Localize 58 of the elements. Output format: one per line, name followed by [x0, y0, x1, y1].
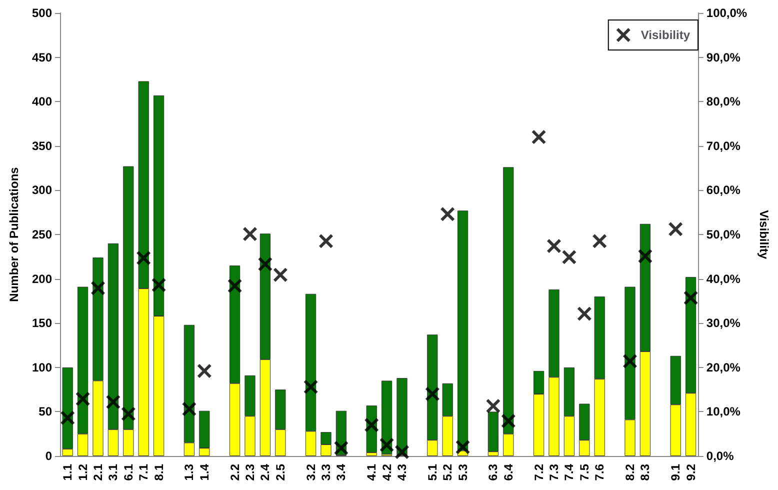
y2-tick-label: 20,0% [706, 360, 741, 374]
y-axis-title: Number of Publications [7, 166, 21, 302]
legend-label: Visibility [640, 28, 690, 42]
x-tick-label: 8.3 [638, 464, 652, 481]
x-tick-label: 5.3 [456, 464, 470, 481]
y2-tick-label: 40,0% [706, 272, 741, 286]
x-tick-label: 7.4 [562, 464, 576, 481]
y2-tick-label: 30,0% [706, 316, 741, 330]
x-tick-label: 9.2 [684, 464, 698, 481]
x-tick-label: 6.3 [486, 464, 500, 481]
x-tick-label: 2.2 [228, 464, 242, 481]
x-tick-label: 7.6 [592, 464, 607, 481]
y-tick-label: 500 [32, 6, 52, 20]
y-tick-label: 400 [32, 94, 52, 109]
x-tick-label: 3.3 [319, 464, 333, 481]
x-tick-label: 6.1 [121, 464, 136, 481]
y2-tick-label: 80,0% [706, 94, 741, 109]
x-tick-label: 9.1 [668, 464, 683, 481]
x-tick-label: 7.5 [577, 464, 592, 481]
y-tick-label: 450 [32, 50, 52, 64]
x-tick-label: 4.3 [395, 464, 409, 481]
x-tick-label: 8.2 [623, 464, 637, 481]
x-tick-label: 4.2 [380, 464, 394, 481]
x-tick-label: 5.1 [425, 464, 440, 481]
x-tick-label: 5.2 [440, 464, 455, 481]
y-tick-label: 300 [32, 183, 52, 198]
y2-tick-label: 50,0% [706, 228, 741, 242]
x-tick-label: 1.4 [197, 464, 212, 481]
x-tick-label: 3.1 [106, 464, 120, 481]
x-tick-label: 6.4 [501, 464, 516, 481]
x-tick-label: 7.2 [532, 464, 546, 481]
x-tick-label: 2.1 [91, 464, 105, 481]
x-tick-label: 8.1 [152, 464, 166, 481]
x-tick-label: 2.3 [243, 464, 257, 481]
y-tick-label: 200 [32, 272, 52, 286]
y-tick-label: 150 [32, 316, 52, 330]
x-tick-label: 3.4 [334, 464, 348, 481]
x-tick-label: 7.1 [136, 464, 151, 481]
x-tick-label: 4.1 [364, 464, 379, 481]
x-tick-label: 7.3 [547, 464, 561, 481]
x-tick-label: 2.5 [273, 464, 288, 481]
y2-tick-label: 100,0% [706, 6, 748, 20]
y-tick-label: 350 [32, 138, 52, 153]
x-tick-label: 1.2 [76, 464, 90, 481]
y-tick-label: 50 [38, 404, 52, 419]
y2-tick-label: 10,0% [706, 404, 741, 419]
x-tick-label: 1.3 [182, 464, 196, 481]
x-tick-label: 3.2 [304, 464, 318, 481]
y2-tick-label: 60,0% [706, 183, 741, 198]
y-tick-label: 250 [32, 228, 52, 242]
x-tick-label: 1.1 [60, 464, 75, 481]
y-tick-label: 100 [32, 360, 52, 374]
y2-tick-label: 90,0% [706, 50, 741, 64]
y-tick-label: 0 [45, 449, 52, 463]
x-tick-label: 2.4 [258, 464, 272, 481]
y2-tick-label: 70,0% [706, 138, 741, 153]
y2-axis-title: Visibility [757, 210, 771, 260]
y2-tick-label: 0,0% [706, 449, 734, 463]
